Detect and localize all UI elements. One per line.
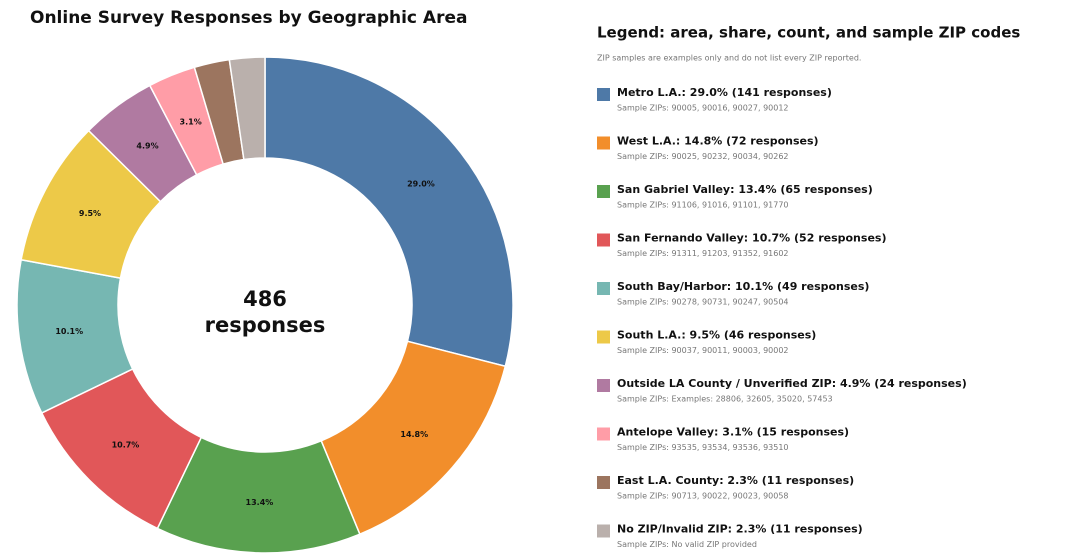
legend-zips: Sample ZIPs: 90025, 90232, 90034, 90262	[617, 152, 789, 161]
legend-swatch	[597, 233, 610, 247]
legend-zips: Sample ZIPs: 90037, 90011, 90003, 90002	[617, 346, 789, 355]
slice-label: 29.0%	[407, 179, 435, 188]
legend-swatch	[597, 476, 610, 489]
legend-swatch	[597, 185, 610, 198]
legend-label: Metro L.A.: 29.0% (141 responses)	[617, 86, 832, 99]
slice-label: 10.7%	[112, 440, 140, 449]
center-total: 486	[243, 287, 287, 311]
slice-label: 14.8%	[400, 430, 428, 439]
legend-label: Antelope Valley: 3.1% (15 responses)	[617, 426, 849, 439]
legend-zips: Sample ZIPs: 90278, 90731, 90247, 90504	[617, 298, 789, 307]
slice-label: 10.1%	[55, 327, 83, 336]
legend-zips: Sample ZIPs: 90713, 90022, 90023, 90058	[617, 492, 789, 501]
chart-title: Online Survey Responses by Geographic Ar…	[30, 8, 467, 28]
legend-label: East L.A. County: 2.3% (11 responses)	[617, 474, 854, 487]
slice	[264, 56, 514, 368]
legend-swatch	[597, 282, 610, 295]
legend-label: South Bay/Harbor: 10.1% (49 responses)	[617, 280, 869, 293]
slice-label: 4.9%	[136, 142, 158, 151]
legend-swatch	[597, 524, 610, 538]
legend-label: No ZIP/Invalid ZIP: 2.3% (11 responses)	[617, 523, 863, 536]
legend-title: Legend: area, share, count, and sample Z…	[597, 24, 1020, 42]
legend-swatch	[597, 136, 610, 150]
legend-label: South L.A.: 9.5% (46 responses)	[617, 329, 816, 342]
legend-label: Outside LA County / Unverified ZIP: 4.9%…	[617, 377, 967, 390]
legend-zips: Sample ZIPs: 93535, 93534, 93536, 93510	[617, 443, 789, 452]
center-unit: responses	[205, 313, 326, 337]
legend-swatch	[597, 427, 610, 441]
slice-label: 3.1%	[180, 118, 202, 127]
legend-zips: Sample ZIPs: No valid ZIP provided	[617, 540, 757, 549]
legend-swatch	[597, 88, 610, 101]
legend-label: San Gabriel Valley: 13.4% (65 responses)	[617, 183, 873, 196]
legend-label: West L.A.: 14.8% (72 responses)	[617, 135, 819, 148]
legend-note: ZIP samples are examples only and do not…	[597, 54, 861, 63]
slice	[228, 56, 266, 161]
legend-swatch	[597, 379, 610, 392]
slice-label: 13.4%	[246, 498, 274, 507]
legend-zips: Sample ZIPs: 90005, 90016, 90027, 90012	[617, 104, 789, 113]
legend-swatch	[597, 330, 610, 344]
legend-label: San Fernando Valley: 10.7% (52 responses…	[617, 232, 886, 245]
legend-zips: Sample ZIPs: Examples: 28806, 32605, 350…	[617, 395, 833, 404]
legend-zips: Sample ZIPs: 91106, 91016, 91101, 91770	[617, 201, 789, 210]
slice-label: 9.5%	[79, 209, 101, 218]
legend-zips: Sample ZIPs: 91311, 91203, 91352, 91602	[617, 249, 789, 258]
